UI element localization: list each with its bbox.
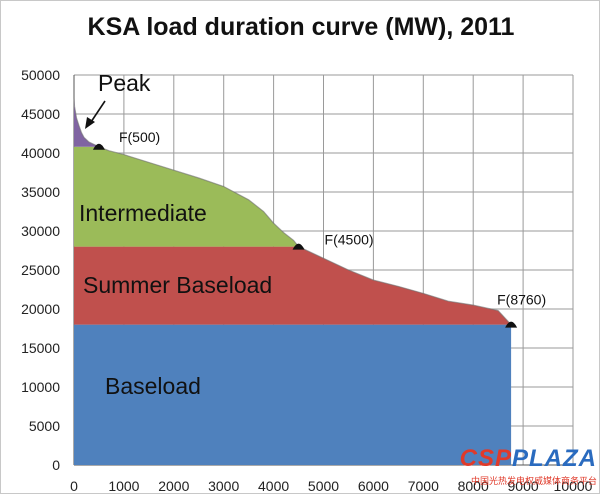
area-baseload [74, 324, 512, 465]
marker-label: F(8760) [497, 292, 546, 308]
y-tick-label: 30000 [21, 223, 60, 239]
y-tick-label: 50000 [21, 67, 60, 83]
watermark-csp: CSP [459, 445, 512, 472]
chart-title: KSA load duration curve (MW), 2011 [87, 13, 515, 41]
annotation-peak: Peak [98, 70, 151, 96]
x-tick-label: 0 [70, 478, 78, 494]
x-tick-label: 10000 [554, 478, 593, 494]
y-tick-label: 15000 [21, 340, 60, 356]
x-tick-label: 1000 [108, 478, 139, 494]
marker-label: F(4500) [325, 232, 374, 248]
load-curve-line [73, 98, 512, 326]
x-tick-label: 7000 [408, 478, 439, 494]
y-tick-label: 20000 [21, 301, 60, 317]
area-summer-baseload [74, 246, 512, 325]
marker-f500 [92, 143, 105, 150]
annotation-arrow-head [85, 117, 95, 129]
watermark-logo: CSPPLAZA 中国光热发电权威媒体商务平台 [447, 445, 600, 493]
y-tick-label: 35000 [21, 184, 60, 200]
y-tick-label: 5000 [29, 418, 60, 434]
x-tick-label: 8000 [458, 478, 489, 494]
marker-f8760 [505, 321, 518, 328]
y-tick-label: 10000 [21, 379, 60, 395]
x-tick-label: 3000 [208, 478, 239, 494]
area-intermediate [74, 146, 299, 247]
region-label-baseload: Baseload [105, 373, 201, 399]
region-label-intermediate: Intermediate [79, 200, 207, 226]
x-tick-label: 6000 [358, 478, 389, 494]
watermark-plaza: PLAZA [512, 445, 597, 472]
y-tick-label: 40000 [21, 145, 60, 161]
x-tick-label: 9000 [508, 478, 539, 494]
x-tick-label: 4000 [258, 478, 289, 494]
x-tick-label: 2000 [158, 478, 189, 494]
y-tick-label: 25000 [21, 262, 60, 278]
y-tick-label: 45000 [21, 106, 60, 122]
marker-label: F(500) [119, 129, 160, 145]
region-label-summer-baseload: Summer Baseload [83, 272, 272, 298]
watermark-subtitle: 中国光热发电权威媒体商务平台 [470, 476, 597, 486]
x-tick-label: 5000 [308, 478, 339, 494]
area-peak [74, 98, 99, 147]
marker-f4500 [292, 243, 305, 250]
y-tick-label: 0 [52, 457, 60, 473]
